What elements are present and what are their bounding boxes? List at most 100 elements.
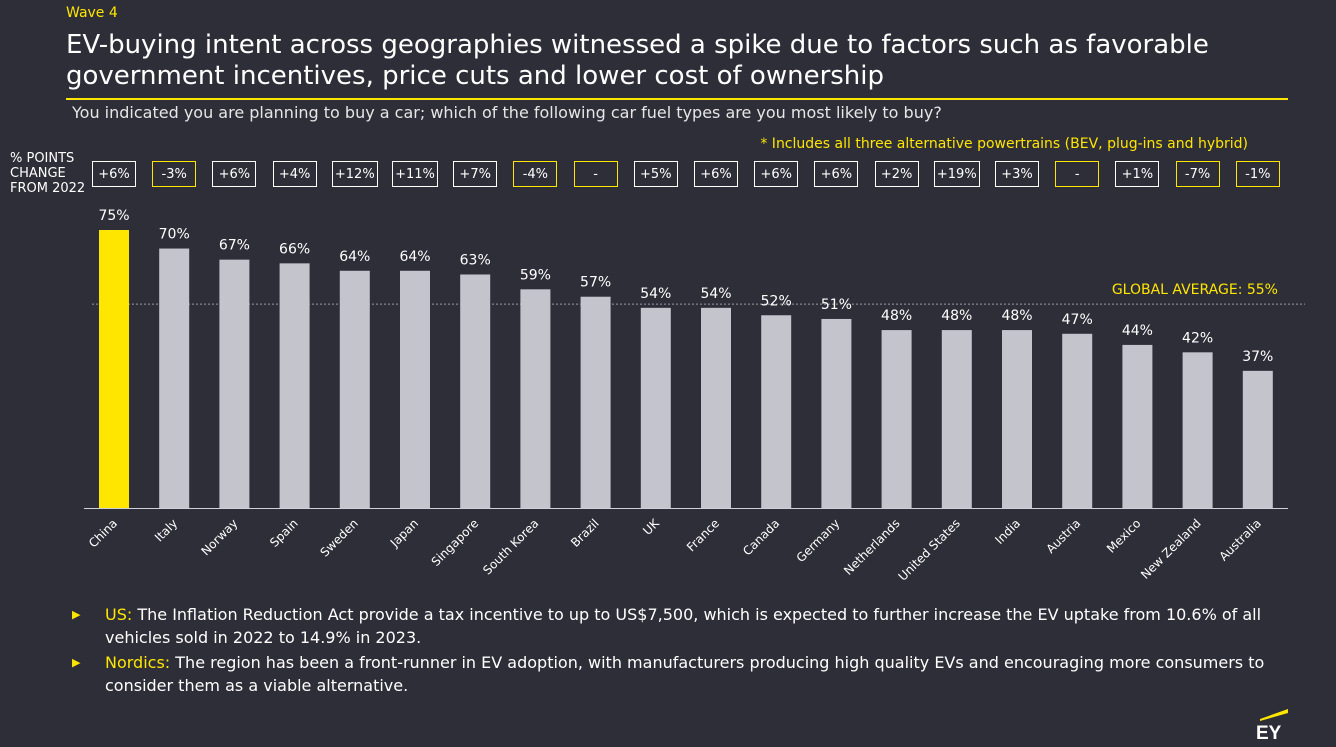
change-badge: +7% [453,161,498,187]
bar-chart: GLOBAL AVERAGE: 55% 75% China 70% Italy 67% No… [84,208,1305,584]
bar [219,259,250,508]
data-label: 66% [279,241,310,257]
bar [640,307,671,508]
x-tick-label: China [86,516,120,550]
data-label: 59% [520,267,551,283]
change-badge: +6% [814,161,859,187]
x-tick-label: South Korea [480,516,541,577]
bullet-list: ▶ US: The Inflation Reduction Act provid… [72,603,1292,699]
change-badge: - [1055,161,1100,187]
bar [881,330,912,508]
x-tick-label: France [684,516,722,554]
bar [1122,344,1153,508]
bar [1062,333,1093,508]
logo-beam [1260,709,1288,721]
change-badge: -4% [513,161,558,187]
bar [761,315,792,508]
bar [1182,352,1213,508]
data-label: 70% [159,227,190,243]
x-tick-label: Austria [1043,516,1083,556]
bar [580,296,611,508]
data-label: 64% [399,249,430,265]
x-tick-label: Germany [794,516,843,565]
x-tick-label: Sweden [317,516,360,559]
bar [701,307,731,508]
change-badge: - [573,161,618,187]
data-label: 75% [98,208,129,224]
survey-question: You indicated you are planning to buy a … [72,103,942,122]
bullet-item: ▶ Nordics: The region has been a front-r… [72,651,1292,697]
change-badge: +4% [272,161,317,187]
change-badge: +5% [633,161,678,187]
bar [941,330,972,508]
change-badge: +11% [392,161,438,187]
x-tick-label: Norway [198,516,240,558]
x-tick-label: India [992,516,1023,547]
global-average-label: GLOBAL AVERAGE: 55% [1112,282,1278,298]
change-badge: +12% [331,161,378,187]
change-badge: +3% [995,161,1039,187]
title-underline [66,98,1288,100]
data-label: 54% [700,286,731,302]
bar [159,248,190,509]
logo-text: EY [1256,723,1282,741]
data-label: 51% [821,297,852,313]
page-title: EV-buying intent across geographies witn… [66,30,1209,91]
x-tick-label: UK [640,515,662,537]
change-badge: -7% [1175,161,1220,187]
x-tick-label: Brazil [568,516,602,550]
bullet-lead: US: [105,605,133,624]
bullet-text: The region has been a front-runner in EV… [105,653,1265,695]
bar [279,263,310,508]
triangle-bullet-icon: ▶ [72,608,81,621]
data-label: 48% [1001,308,1032,324]
wave-label: Wave 4 [66,5,118,21]
bar [400,270,430,508]
data-label: 52% [761,293,792,309]
data-label: 64% [339,249,370,265]
data-label: 42% [1182,330,1213,346]
bullet-text: The Inflation Reduction Act provide a ta… [105,605,1262,647]
data-label: 47% [1062,312,1093,328]
bullet-lead: Nordics: [105,653,171,672]
bar [460,274,491,508]
change-label-line: CHANGE [10,166,66,181]
change-badge: +6% [212,161,257,187]
change-badge: +6% [694,161,738,187]
data-label: 67% [219,238,250,254]
data-label: 63% [460,252,491,268]
change-badge: +1% [1115,161,1160,187]
bar [339,270,370,508]
change-badge: -1% [1235,161,1280,187]
change-label-line: % POINTS [10,151,75,166]
bar [99,230,129,508]
x-tick-label: United States [896,516,963,583]
data-label: 37% [1242,349,1273,365]
ey-logo: EY [1256,709,1288,741]
data-label: 57% [580,275,611,291]
change-row-label: % POINTS CHANGE FROM 2022 [10,151,85,196]
triangle-bullet-icon: ▶ [72,656,81,669]
change-badge: +6% [92,161,136,187]
x-tick-label: Netherlands [841,516,903,578]
x-tick-label: Mexico [1104,516,1144,556]
change-badge: -3% [152,161,197,187]
bar [520,289,551,508]
bullet-item: ▶ US: The Inflation Reduction Act provid… [72,603,1292,649]
x-tick-label: Singapore [429,516,482,569]
bar [1242,370,1273,508]
data-label: 48% [941,308,972,324]
bar [1002,330,1032,508]
data-label: 54% [640,286,671,302]
bar [821,318,852,508]
change-badge: +6% [754,161,799,187]
x-tick-label: New Zealand [1138,516,1204,582]
x-tick-label: Italy [152,516,180,544]
x-tick-label: Spain [267,516,301,550]
x-tick-label: Canada [740,516,782,558]
x-tick-label: Japan [387,516,421,550]
change-badge: +19% [933,161,980,187]
data-label: 44% [1122,323,1153,339]
data-label: 48% [881,308,912,324]
x-tick-label: Australia [1216,516,1263,563]
